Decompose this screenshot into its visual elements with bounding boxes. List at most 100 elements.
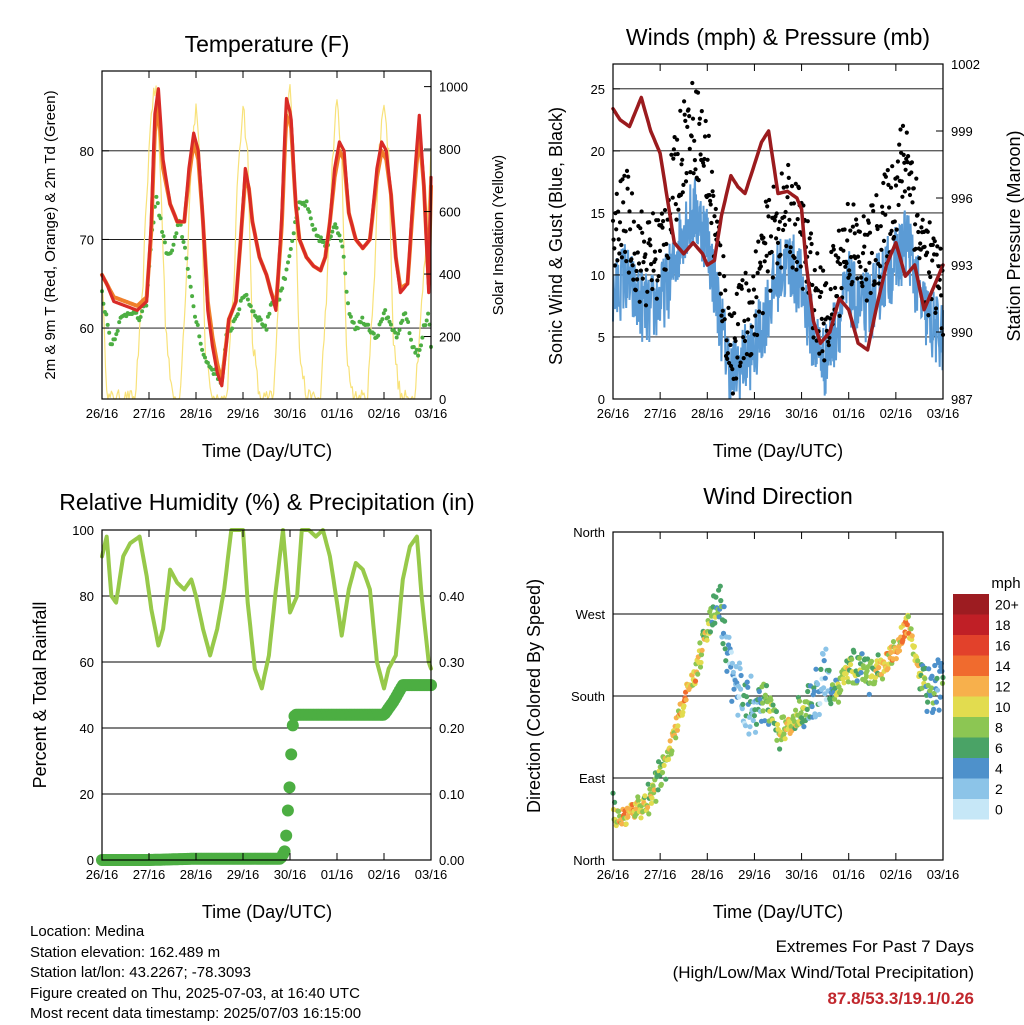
gust-point (789, 184, 795, 189)
direction-point (663, 776, 669, 782)
dewpoint-point (264, 327, 269, 332)
gust-point (845, 238, 850, 243)
gust-point (859, 275, 864, 280)
direction-point (745, 684, 751, 690)
gust-point (842, 227, 847, 232)
direction-point (905, 613, 912, 620)
x-tick-label: 30/16 (274, 406, 307, 421)
legend-swatch (953, 655, 989, 676)
dewpoint-point (356, 326, 360, 331)
dewpoint-point (263, 323, 268, 328)
gust-point (836, 255, 841, 260)
direction-point (674, 727, 681, 733)
temperature-panel: Temperature (F) 607080020040060080010002… (42, 31, 507, 461)
gust-point (854, 222, 859, 227)
direction-point (721, 604, 727, 610)
gust-point (741, 356, 746, 361)
x-tick-label: 26/16 (86, 406, 119, 421)
dewpoint-point (187, 274, 192, 279)
gust-point (869, 250, 875, 256)
direction-point (936, 707, 942, 713)
direction-point (879, 676, 886, 682)
gust-point (873, 258, 878, 263)
direction-xlabel: Time (Day/UTC) (713, 902, 843, 922)
gust-point (894, 227, 899, 232)
gust-point (906, 186, 911, 191)
humidity-title: Relative Humidity (%) & Precipitation (i… (59, 489, 474, 515)
gust-point (792, 255, 797, 260)
dewpoint-point (413, 350, 418, 355)
x-tick-label: 28/16 (691, 406, 724, 421)
gust-point (638, 226, 643, 231)
temperature-xlabel: Time (Day/UTC) (202, 441, 332, 461)
direction-point (828, 701, 834, 707)
gust-point (815, 288, 821, 293)
direction-point (885, 665, 891, 672)
direction-point (864, 668, 870, 674)
gust-point (763, 199, 769, 204)
gust-point (675, 151, 680, 157)
gust-point (724, 338, 729, 343)
gust-point (794, 259, 800, 265)
direction-point (933, 699, 940, 705)
direction-point (729, 660, 736, 666)
gust-point (860, 284, 865, 289)
gust-point (896, 202, 901, 208)
gust-point (664, 241, 669, 247)
dewpoint-point (420, 335, 425, 340)
gust-point (771, 184, 776, 189)
gust-point (734, 291, 739, 296)
direction-point (812, 714, 819, 720)
direction-point (939, 668, 945, 674)
direction-point (723, 658, 729, 664)
direction-point (680, 709, 686, 715)
gust-point (782, 214, 787, 219)
direction-point (817, 701, 823, 707)
dewpoint-point (117, 320, 122, 325)
direction-point (738, 672, 744, 679)
direction-point (665, 756, 672, 763)
direction-point (908, 626, 914, 632)
gust-point (709, 220, 714, 226)
gust-point (619, 242, 624, 248)
gust-point (901, 152, 906, 157)
dewpoint-point (200, 347, 205, 352)
gust-point (679, 162, 684, 167)
direction-point (848, 661, 854, 668)
gust-point (810, 282, 815, 288)
gust-point (756, 309, 762, 314)
gust-point (833, 285, 838, 290)
dewpoint-point (340, 244, 345, 249)
gust-point (678, 108, 683, 113)
legend-swatch (953, 737, 989, 758)
gust-point (621, 200, 626, 205)
gust-point (718, 243, 723, 248)
precipitation-point (278, 845, 291, 858)
gust-point (774, 236, 779, 241)
direction-point (716, 587, 722, 593)
direction-point (822, 675, 828, 681)
x-tick-label: 02/16 (368, 867, 401, 882)
gust-point (790, 265, 795, 270)
gust-point (626, 174, 631, 179)
direction-series (610, 583, 946, 829)
gust-point (808, 231, 814, 236)
gust-point (818, 265, 823, 270)
dewpoint-point (115, 328, 120, 333)
gust-point (867, 260, 872, 265)
station-elevation: Station elevation: 162.489 m (30, 943, 221, 961)
direction-point (875, 652, 881, 658)
most-recent-timestamp: Most recent data timestamp: 2025/07/03 1… (30, 1005, 362, 1022)
gust-point (933, 310, 938, 315)
dewpoint-point (162, 240, 167, 245)
x-tick-label: 29/16 (227, 867, 260, 882)
gust-point (898, 127, 903, 132)
gust-point (696, 178, 701, 183)
gust-point (751, 287, 757, 292)
gust-point (811, 335, 816, 340)
speed-legend: 0 2 4 6 8 10 12 14 16 18 20+ (953, 594, 1019, 820)
direction-point (725, 642, 732, 648)
gust-point (653, 257, 658, 262)
dewpoint-point (173, 234, 177, 239)
gust-point (916, 229, 921, 235)
